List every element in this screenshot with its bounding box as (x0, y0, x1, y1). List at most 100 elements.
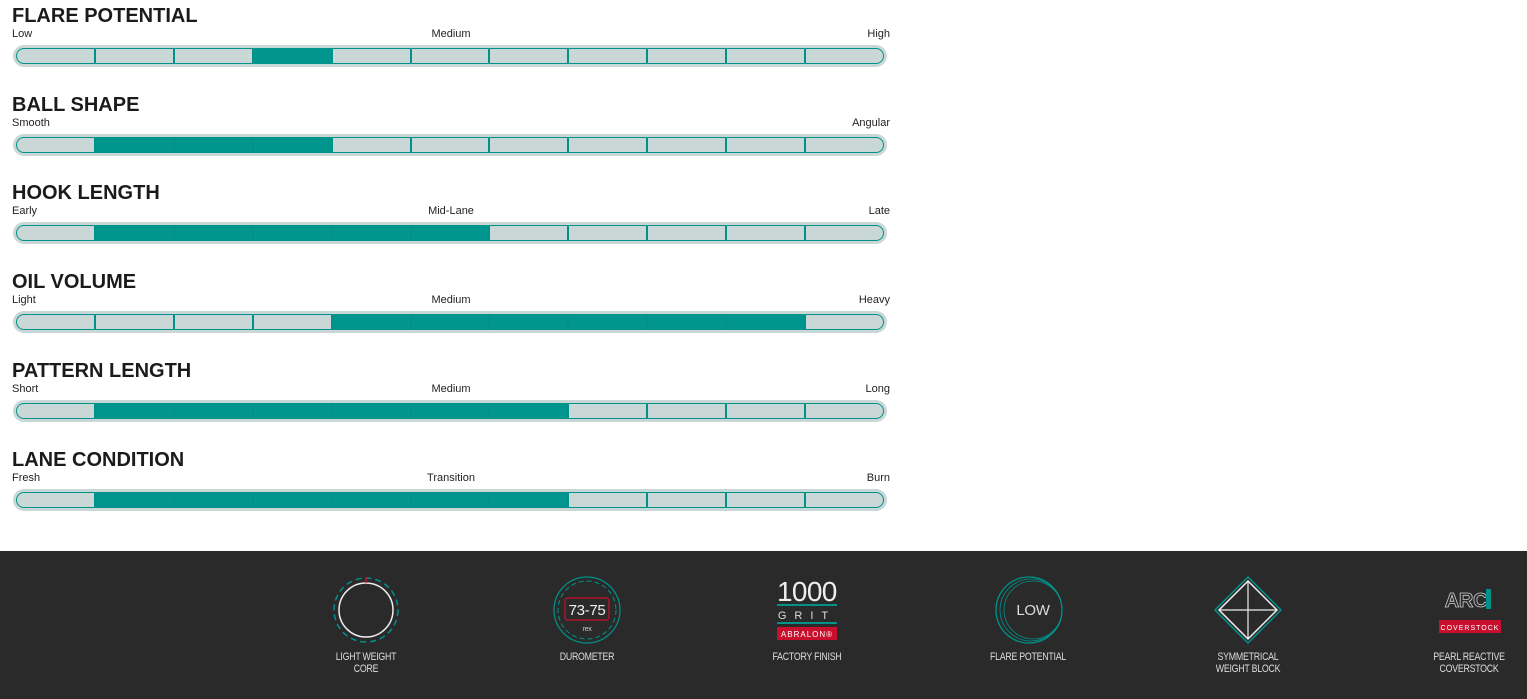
rating-title: OIL VOLUME (12, 271, 137, 294)
feature-factory-finish: 1000 GRIT ABRALON® FACTORY FINISH (737, 575, 877, 663)
rating-segment (646, 226, 725, 241)
rating-segment (17, 49, 94, 63)
rating-title: FLARE POTENTIAL (12, 5, 198, 27)
rating-segment-filled (251, 49, 331, 63)
rating-segment (17, 493, 94, 507)
rating-segment (725, 137, 804, 152)
scale-label-high: High (867, 28, 890, 40)
rating-segment (172, 49, 252, 63)
rating-hook-length: HOOK LENGTH Early Mid-Lane Late (12, 182, 890, 245)
scale-label-low: Fresh (12, 471, 41, 484)
svg-text:rex: rex (583, 626, 593, 633)
rating-segment (488, 226, 567, 241)
rating-bar (13, 399, 887, 422)
rating-segment (330, 49, 410, 63)
grit-icon: 1000 GRIT ABRALON® (777, 576, 837, 640)
rating-segment (804, 137, 883, 152)
svg-text:LOW: LOW (1016, 602, 1050, 619)
svg-text:73-75: 73-75 (569, 602, 606, 619)
rating-segment (567, 137, 646, 152)
scale-label-mid: Mid-Lane (428, 205, 474, 218)
rating-segment (804, 49, 883, 63)
scale-label-low: Early (12, 205, 38, 218)
rating-segment-filled (567, 315, 647, 330)
rating-segment (646, 492, 725, 507)
rating-segment (567, 226, 646, 241)
symmetrical-weight-block-icon (1213, 575, 1283, 645)
rating-segment-filled (172, 226, 252, 241)
rating-segment (646, 49, 725, 63)
rating-title: PATTERN LENGTH (12, 359, 192, 382)
rating-segment-filled (251, 137, 331, 152)
feature-flare-potential: LOW FLARE POTENTIAL (958, 575, 1098, 663)
scale-label-low: Smooth (12, 116, 50, 129)
rating-segment (17, 138, 94, 152)
rating-segment (804, 403, 883, 418)
scale-label-high: Long (865, 382, 890, 395)
flare-potential-icon: LOW (995, 576, 1063, 644)
rating-segment (17, 226, 94, 240)
rating-segment (93, 49, 173, 63)
rating-segment (646, 137, 725, 152)
rating-segment-filled (251, 226, 331, 241)
svg-text:ABRALON®: ABRALON® (781, 630, 833, 639)
rating-ball-shape: BALL SHAPE Smooth Angular (12, 94, 890, 156)
rating-segment (17, 315, 94, 329)
arc-coverstock-logo: ARC COVERSTOCK (1439, 589, 1501, 633)
scale-labels: Smooth Angular (12, 117, 890, 131)
rating-segment (409, 49, 489, 63)
scale-labels: Light Medium Heavy (12, 294, 890, 308)
durometer-icon: 73-75 rex (553, 576, 621, 644)
rating-segment-filled (488, 403, 568, 418)
rating-segment (804, 492, 883, 507)
rating-segment (17, 404, 94, 418)
feature-caption: DUROMETER (559, 651, 615, 663)
rating-segment (330, 137, 410, 152)
scale-labels: Short Medium Long (12, 383, 890, 397)
feature-caption: PEARL REACTIVE COVERSTOCK (1433, 651, 1505, 675)
rating-segment (725, 226, 804, 241)
rating-segment-filled (251, 403, 331, 418)
rating-segment (725, 49, 804, 63)
rating-segment-filled (409, 492, 489, 507)
rating-segment (725, 492, 804, 507)
scale-label-high: Late (868, 205, 890, 218)
rating-segment-filled (93, 137, 173, 152)
feature-durometer: 73-75 rex DUROMETER (517, 575, 657, 663)
rating-segment (93, 315, 173, 330)
scale-labels: Low Medium High (12, 28, 890, 42)
scale-label-mid: Medium (431, 294, 471, 307)
rating-segment-filled (646, 315, 726, 330)
rating-segment-filled (172, 137, 252, 152)
svg-text:GRIT: GRIT (778, 610, 836, 622)
scale-label-high: Burn (866, 471, 890, 484)
feature-symmetrical-weight-block: SYMMETRICAL WEIGHT BLOCK (1178, 575, 1318, 675)
rating-bar (13, 222, 887, 245)
scale-label-low: Low (12, 28, 33, 40)
feature-light-weight-core: LIGHT WEIGHT CORE (296, 575, 436, 675)
rating-segment (725, 403, 804, 418)
rating-segment (172, 315, 252, 330)
feature-caption: FACTORY FINISH (772, 651, 842, 663)
rating-bar (13, 133, 887, 156)
rating-segment-filled (409, 403, 489, 418)
rating-lane-condition: LANE CONDITION Fresh Transition Burn (12, 449, 890, 511)
scale-label-low: Short (12, 382, 39, 395)
feature-caption: LIGHT WEIGHT CORE (335, 651, 397, 675)
scale-label-high: Angular (852, 116, 890, 129)
scale-label-low: Light (12, 294, 36, 307)
rating-segment-filled (409, 226, 489, 241)
rating-segment (804, 226, 883, 241)
rating-segment (567, 49, 646, 63)
rating-segment-filled (172, 403, 252, 418)
rating-segment-filled (251, 492, 331, 507)
rating-segment (567, 403, 646, 418)
scale-label-mid: Medium (431, 382, 471, 395)
feature-caption: FLARE POTENTIAL (989, 651, 1067, 663)
rating-segment-filled (330, 492, 410, 507)
rating-title: LANE CONDITION (12, 448, 185, 471)
rating-segment (488, 49, 567, 63)
scale-label-high: Heavy (858, 294, 890, 307)
rating-oil-volume: OIL VOLUME Light Medium Heavy (12, 271, 890, 334)
rating-segment-filled (93, 403, 173, 418)
